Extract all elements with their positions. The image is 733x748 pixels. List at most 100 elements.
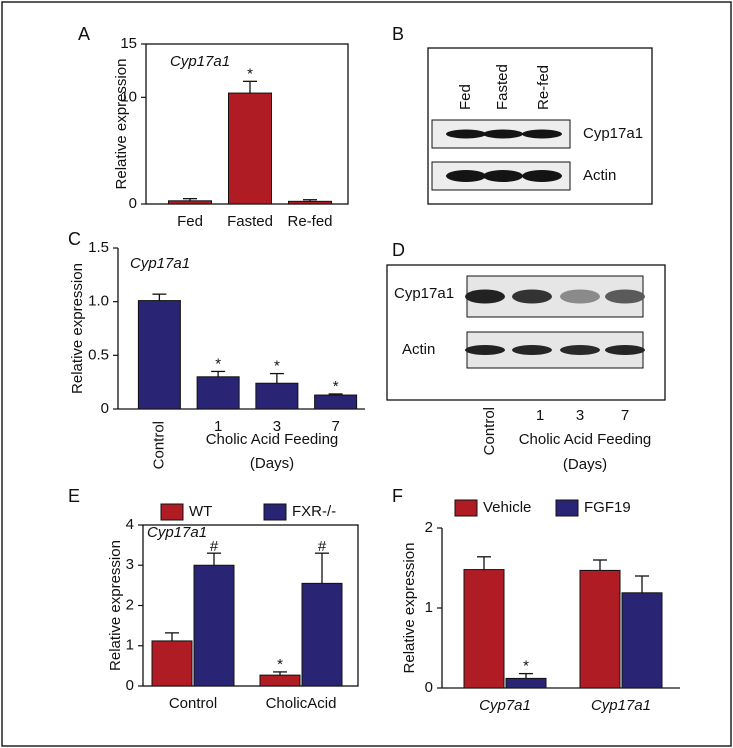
bar <box>505 677 547 689</box>
blot-band <box>483 129 523 139</box>
y-tick-label: 0 <box>126 677 134 694</box>
blot-band <box>446 129 486 139</box>
legend-label: FGF19 <box>584 499 631 516</box>
error-bar <box>243 80 257 94</box>
bar <box>255 382 299 410</box>
y-tick-label: 0.5 <box>88 346 109 363</box>
legend-label: FXR-/- <box>292 503 336 520</box>
legend-swatch <box>454 499 478 517</box>
y-axis-label: Relative expression <box>401 543 418 674</box>
blot-band <box>605 289 645 304</box>
bar <box>621 592 663 689</box>
panel-letter: D <box>392 240 405 260</box>
y-axis-label: Relative expression <box>113 59 130 190</box>
bar <box>314 394 358 410</box>
y-tick-label: 1 <box>126 637 134 654</box>
error-bar <box>635 575 649 593</box>
y-tick-label: 0 <box>101 400 109 417</box>
annotation: * <box>333 378 339 395</box>
blot-x-label: Cholic Acid Feeding <box>519 431 652 448</box>
y-tick-label: 2 <box>425 519 433 536</box>
error-bar <box>269 372 284 384</box>
legend-swatch <box>263 503 287 521</box>
blot-band <box>522 129 562 139</box>
row-label: Actin <box>402 341 435 358</box>
bar <box>301 582 343 687</box>
y-tick-label: 3 <box>126 556 134 573</box>
annotation: * <box>277 656 283 673</box>
blot-band <box>560 345 600 355</box>
y-tick-label: 1.5 <box>88 239 109 256</box>
blot-band <box>605 345 645 355</box>
row-label: Cyp17a1 <box>583 125 643 142</box>
error-bar <box>519 672 533 679</box>
chart-title: Cyp17a1 <box>130 255 190 272</box>
error-bar <box>328 393 343 396</box>
error-bar <box>593 559 607 571</box>
annotation: * <box>215 355 221 372</box>
x-tick-label: Re-fed <box>287 213 332 230</box>
lane-label: Fasted <box>494 64 511 110</box>
y-tick-label: 0 <box>129 195 137 212</box>
panel-letter: A <box>78 24 90 44</box>
blot-frame <box>427 47 653 205</box>
bar <box>193 564 235 687</box>
x-tick-label: 1 <box>214 418 222 435</box>
chart-title: Cyp17a1 <box>147 524 207 541</box>
bar <box>137 300 181 410</box>
bar <box>259 674 301 687</box>
error-bar <box>211 370 226 377</box>
lane-label: 3 <box>576 407 584 424</box>
legend-swatch <box>555 499 579 517</box>
panel-letter: C <box>68 229 81 249</box>
error-bar <box>207 552 221 566</box>
blot-band <box>560 289 600 304</box>
x-tick-label: Control <box>150 421 167 469</box>
x-tick-label: Cyp7a1 <box>479 697 531 714</box>
blot-band <box>522 170 562 182</box>
x-tick-label: Cyp17a1 <box>591 697 651 714</box>
legend-swatch <box>160 503 184 521</box>
bar <box>151 640 193 687</box>
row-label: Cyp17a1 <box>394 285 454 302</box>
error-bar <box>303 199 317 202</box>
y-tick-label: 4 <box>126 516 134 533</box>
blot-band <box>512 289 552 304</box>
y-axis-label: Relative expression <box>69 263 86 394</box>
error-bar <box>183 198 197 201</box>
x-tick-label: Control <box>169 695 217 712</box>
lane-label: Control <box>481 407 498 455</box>
lane-label: Fed <box>457 84 474 110</box>
panel-letter: F <box>392 486 403 506</box>
x-tick-label: 3 <box>273 418 281 435</box>
blot-band <box>483 170 523 182</box>
y-tick-label: 1.0 <box>88 293 109 310</box>
blot-x-label-unit: (Days) <box>563 456 607 473</box>
legend-label: WT <box>189 503 212 520</box>
lane-label: 7 <box>621 407 629 424</box>
y-tick-label: 15 <box>120 35 137 52</box>
x-tick-label: Fed <box>177 213 203 230</box>
annotation: * <box>247 65 253 82</box>
y-axis-label: Relative expression <box>107 540 124 671</box>
lane-label: Re-fed <box>535 65 552 110</box>
y-tick-label: 1 <box>425 599 433 616</box>
error-bar <box>477 556 491 570</box>
bar <box>288 200 332 205</box>
blot-band <box>446 170 486 182</box>
lane-label: 1 <box>536 407 544 424</box>
annotation: # <box>318 538 327 555</box>
blot-band <box>465 289 505 304</box>
y-tick-label: 2 <box>126 596 134 613</box>
x-tick-label: CholicAcid <box>266 695 337 712</box>
bar <box>579 569 621 689</box>
bar <box>228 92 272 205</box>
panel-letter: B <box>392 24 404 44</box>
x-axis-label: Cholic Acid Feeding <box>206 431 339 448</box>
bar <box>168 200 212 205</box>
bar <box>463 569 505 689</box>
error-bar <box>273 671 287 676</box>
x-tick-label: 7 <box>331 418 339 435</box>
